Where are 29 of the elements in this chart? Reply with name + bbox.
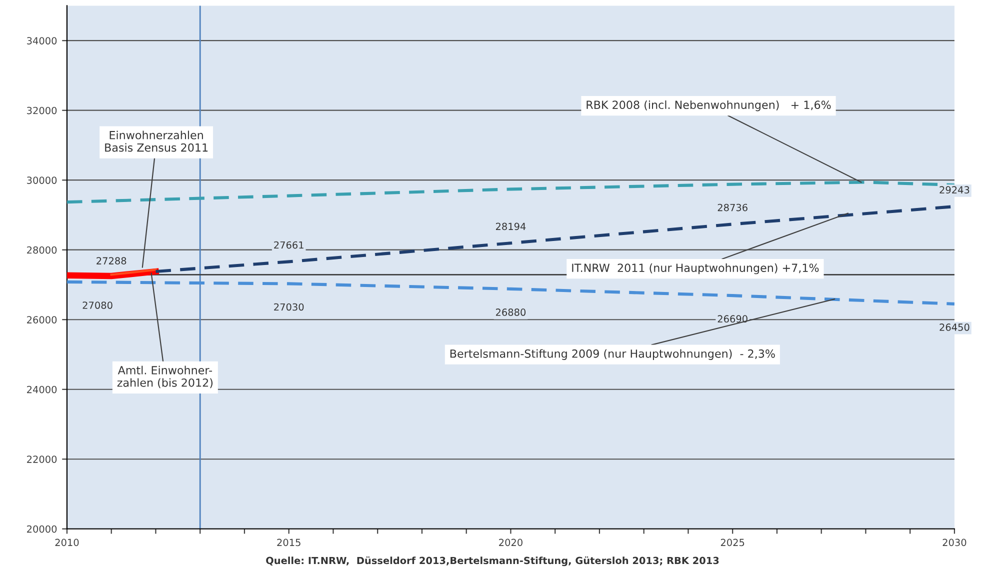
y-tick-label: 34000	[27, 37, 57, 44]
y-tick-label: 20000	[27, 525, 57, 533]
data-label: 27080	[82, 302, 112, 309]
y-tick-label: 26000	[27, 316, 57, 324]
data-label: 26880	[496, 308, 526, 316]
data-label: 27288	[96, 257, 126, 264]
x-tick-label: 2030	[942, 538, 966, 546]
data-label: 28194	[496, 222, 526, 230]
data-label: 26450	[940, 324, 970, 331]
y-tick-label: 32000	[27, 106, 57, 114]
data-label: 29243	[940, 186, 970, 194]
annotation: Bertelsmann-Stiftung 2009 (nur Hauptwohnungen) - 2,3%	[450, 349, 775, 360]
annotation: Einwohnerzahlen Basis Zensus 2011	[105, 130, 208, 152]
annotation: RBK 2008 (incl. Nebenwohnungen) + 1,6%	[586, 100, 831, 112]
x-tick-label: 2010	[55, 538, 79, 546]
data-label: 27661	[274, 241, 304, 249]
y-tick-label: 28000	[27, 246, 57, 254]
annotation: IT.NRW 2011 (nur Hauptwohnungen) +7,1%	[572, 263, 819, 274]
y-tick-label: 22000	[27, 456, 57, 463]
y-tick-label: 30000	[27, 176, 57, 184]
x-tick-label: 2015	[277, 538, 300, 546]
annotation: Amtl. Einwohner- zahlen (bis 2012)	[117, 366, 213, 388]
data-label: 27030	[274, 303, 304, 311]
x-tick-label: 2020	[499, 538, 522, 546]
source-note: Quelle: IT.NRW, Düsseldorf 2013,Bertelsmann-Stiftung, Gütersloh 2013; RBK 2013	[266, 556, 719, 566]
x-tick-label: 2025	[720, 538, 744, 546]
y-tick-label: 24000	[27, 386, 57, 394]
data-label: 28736	[718, 204, 748, 212]
data-label: 26690	[718, 315, 748, 323]
